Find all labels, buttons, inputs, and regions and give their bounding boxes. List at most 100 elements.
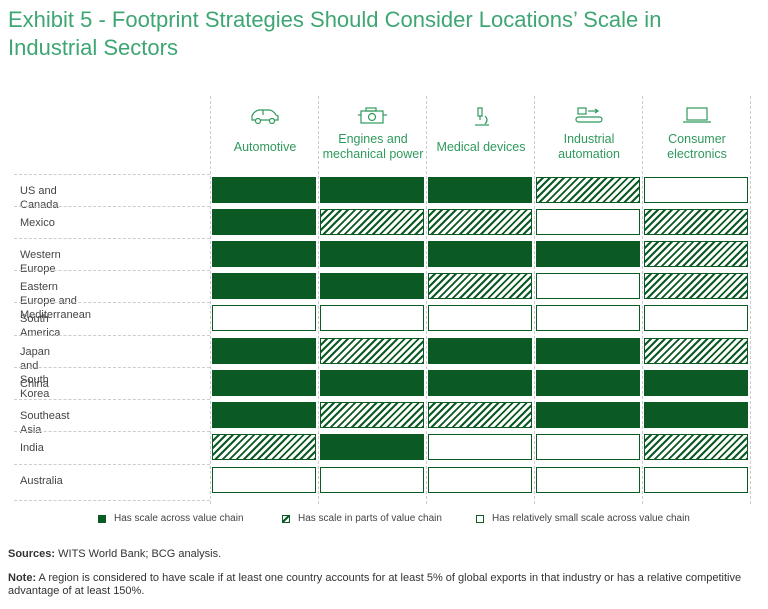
row-separator: [14, 174, 210, 175]
row-separator: [14, 270, 210, 271]
column-header: Industrial automation: [536, 100, 642, 164]
matrix-cell: [212, 177, 316, 203]
row-separator: [14, 399, 210, 400]
matrix-cell: [320, 241, 424, 267]
column-separator: [534, 96, 535, 504]
row-label: Eastern Europe and Mediterranean: [20, 281, 91, 321]
legend-item: Has scale in parts of value chain: [282, 513, 442, 524]
column-separator: [426, 96, 427, 504]
matrix-cell: [644, 338, 748, 364]
matrix-cell: [212, 370, 316, 396]
row-separator: [14, 500, 210, 501]
matrix-cell: [536, 370, 640, 396]
matrix-cell: [212, 467, 316, 493]
matrix-cell: [644, 434, 748, 460]
column-separator: [210, 96, 211, 504]
note-text: A region is considered to have scale if …: [8, 572, 742, 597]
column-header: Automotive: [212, 100, 318, 164]
matrix-cell: [428, 467, 532, 493]
matrix-cell: [320, 305, 424, 331]
matrix-cell: [428, 338, 532, 364]
matrix-cell: [428, 209, 532, 235]
column-label: Automotive: [233, 139, 297, 154]
legend-swatch: [476, 514, 484, 523]
column-separator: [750, 96, 751, 504]
column-label: Engines and mechanical power: [322, 132, 424, 161]
column-separator: [318, 96, 319, 504]
matrix-cell: [428, 241, 532, 267]
matrix-cell: [212, 273, 316, 299]
matrix-cell: [428, 402, 532, 428]
matrix-cell: [428, 305, 532, 331]
row-label: Japan and South Korea: [20, 346, 50, 400]
sources-line: Sources: WITS World Bank; BCG analysis.: [8, 548, 221, 560]
column-header: Consumer electronics: [644, 100, 750, 164]
column-label: Consumer electronics: [667, 132, 727, 161]
matrix-cell: [212, 241, 316, 267]
column-separator: [642, 96, 643, 504]
matrix-cell: [320, 209, 424, 235]
row-label: Mexico: [20, 217, 55, 229]
matrix-cell: [536, 467, 640, 493]
matrix-cell: [320, 402, 424, 428]
column-header: Medical devices: [428, 100, 534, 164]
column-header: Engines and mechanical power: [320, 100, 426, 164]
legend-item: Has scale across value chain: [98, 513, 244, 524]
matrix-cell: [536, 305, 640, 331]
row-separator: [14, 367, 210, 368]
matrix-cell: [644, 402, 748, 428]
note-label: Note:: [8, 572, 37, 584]
matrix-cell: [536, 338, 640, 364]
matrix-cell: [212, 305, 316, 331]
matrix-cell: [536, 241, 640, 267]
row-label: South America: [20, 313, 61, 339]
legend-swatch: [98, 514, 106, 523]
matrix-cell: [536, 434, 640, 460]
matrix-cell: [320, 273, 424, 299]
row-separator: [14, 206, 210, 207]
matrix-cell: [644, 467, 748, 493]
microscope-icon: [428, 106, 534, 126]
matrix-cell: [320, 467, 424, 493]
legend-item: Has relatively small scale across value …: [476, 513, 690, 524]
matrix-cell: [212, 338, 316, 364]
legend-swatch: [282, 514, 290, 523]
row-separator: [14, 335, 210, 336]
matrix-cell: [428, 177, 532, 203]
row-label: US and Canada: [20, 185, 59, 211]
matrix-cell: [428, 370, 532, 396]
matrix-cell: [536, 273, 640, 299]
matrix-cell: [212, 434, 316, 460]
row-label: Southeast Asia: [20, 410, 70, 436]
row-separator: [14, 431, 210, 432]
note-line: Note: A region is considered to have sca…: [8, 572, 758, 598]
matrix-cell: [644, 370, 748, 396]
sources-text: WITS World Bank; BCG analysis.: [55, 548, 222, 560]
matrix-cell: [644, 209, 748, 235]
matrix-cell: [536, 402, 640, 428]
row-label: Australia: [20, 475, 63, 487]
column-label: Industrial automation: [558, 132, 620, 161]
matrix-cell: [428, 434, 532, 460]
row-label: India: [20, 442, 44, 454]
matrix-cell: [644, 305, 748, 331]
row-label: China: [20, 378, 49, 390]
matrix-cell: [212, 402, 316, 428]
matrix-cell: [320, 434, 424, 460]
car-icon: [212, 106, 318, 126]
row-label: Western Europe: [20, 249, 61, 275]
matrix-cell: [644, 241, 748, 267]
sources-label: Sources:: [8, 548, 56, 560]
matrix-cell: [320, 338, 424, 364]
legend-label: Has scale in parts of value chain: [298, 513, 442, 524]
conveyor-icon: [536, 106, 642, 126]
engine-icon: [320, 106, 426, 126]
row-separator: [14, 464, 210, 465]
matrix-cell: [644, 273, 748, 299]
matrix-cell: [536, 177, 640, 203]
row-separator: [14, 238, 210, 239]
matrix-cell: [320, 370, 424, 396]
row-separator: [14, 302, 210, 303]
matrix-cell: [320, 177, 424, 203]
matrix-cell: [428, 273, 532, 299]
